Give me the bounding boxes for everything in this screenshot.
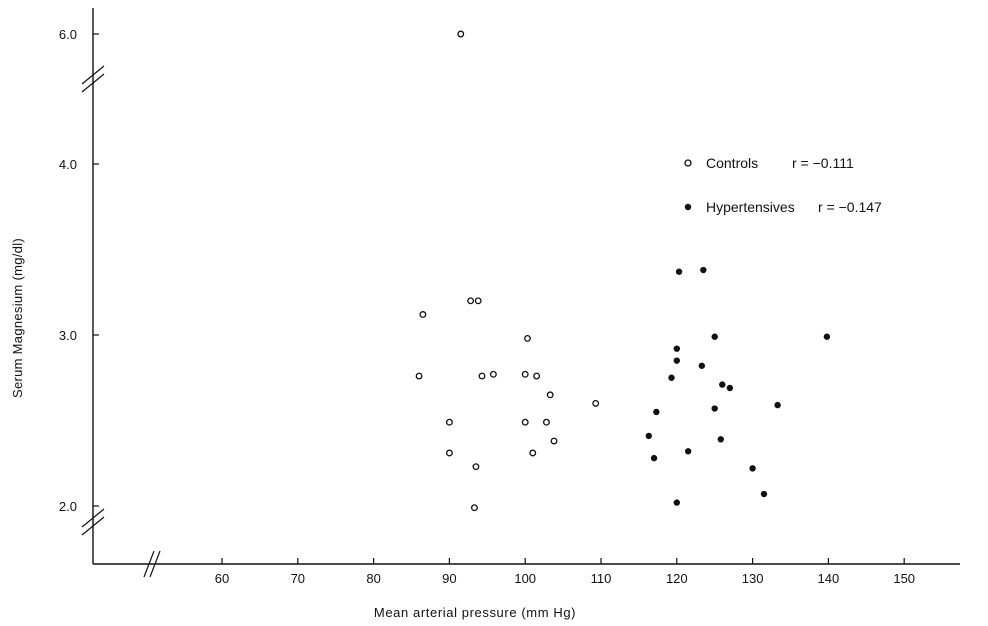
x-tick-label: 110 <box>591 571 612 586</box>
x-tick-label: 70 <box>291 571 305 586</box>
y-tick-label: 4.0 <box>59 157 77 172</box>
control-point <box>533 372 541 380</box>
control-point <box>521 418 529 426</box>
hypertensive-point <box>698 362 706 369</box>
x-axis-title: Mean arterial pressure (mm Hg) <box>374 605 576 620</box>
control-point <box>592 399 600 407</box>
control-point <box>445 418 453 426</box>
control-point <box>529 449 537 457</box>
legend-label-controls: Controls <box>706 155 758 171</box>
hypertensive-point <box>645 432 652 440</box>
legend-marker-controls <box>684 159 692 167</box>
control-point <box>542 418 550 426</box>
x-tick-label: 150 <box>893 571 915 586</box>
hypertensive-point <box>673 499 680 506</box>
hypertensive-point <box>673 345 680 352</box>
x-tick-labels: 60 70 80 90 100 110 120 130 140 150 <box>215 571 915 586</box>
control-point <box>467 297 475 305</box>
y-tick-labels: 2.0 3.0 4.0 6.0 <box>59 27 77 514</box>
control-point <box>470 504 478 512</box>
hypertensive-point <box>700 266 707 274</box>
control-point <box>550 437 558 445</box>
hypertensive-point <box>717 436 724 443</box>
x-tick-label: 80 <box>366 571 380 586</box>
control-point <box>472 463 480 471</box>
y-ticks <box>93 33 99 507</box>
x-tick-label: 130 <box>742 571 764 586</box>
hypertensive-point <box>774 401 781 409</box>
x-tick-label: 120 <box>666 571 688 586</box>
hypertensive-point <box>650 454 658 462</box>
hypertensive-point <box>719 381 726 388</box>
series-controls <box>415 30 600 512</box>
hypertensive-point <box>823 333 831 340</box>
legend-annotation-controls: r = −0.111 <box>792 155 854 171</box>
y-tick-label: 6.0 <box>59 27 77 42</box>
hypertensive-point <box>726 384 734 392</box>
x-ticks <box>221 558 905 564</box>
hypertensive-point <box>684 448 692 455</box>
control-point <box>415 372 423 380</box>
control-point <box>457 30 465 38</box>
hypertensive-point <box>673 357 680 364</box>
legend: Controls r = −0.111 Hypertensives r = −0… <box>684 155 882 215</box>
hypertensive-point <box>668 374 675 381</box>
hypertensive-point <box>653 408 660 416</box>
control-point <box>489 370 497 378</box>
control-point <box>419 311 427 318</box>
hypertensive-point <box>760 490 768 498</box>
control-point <box>474 297 482 305</box>
y-axis-break-lower <box>81 508 105 536</box>
legend-annotation-hypertensives: r = −0.147 <box>818 199 882 215</box>
legend-marker-hypertensives <box>684 203 692 211</box>
series-hypertensives <box>645 266 831 506</box>
x-tick-label: 60 <box>215 571 229 586</box>
x-axis-break <box>143 550 161 578</box>
control-point <box>478 372 486 380</box>
y-axis-title: Serum Magnesium (mg/dl) <box>10 238 25 398</box>
x-tick-label: 90 <box>442 571 456 586</box>
y-tick-label: 3.0 <box>59 328 77 343</box>
x-tick-label: 100 <box>514 571 536 586</box>
legend-label-hypertensives: Hypertensives <box>706 199 795 215</box>
control-point <box>546 391 554 399</box>
hypertensive-point <box>711 333 718 340</box>
y-axis-break-upper <box>81 65 105 93</box>
hypertensive-point <box>675 268 683 275</box>
control-point <box>524 334 531 342</box>
x-tick-label: 140 <box>818 571 840 586</box>
hypertensive-point <box>749 465 756 472</box>
hypertensive-point <box>711 405 718 412</box>
control-point <box>521 370 529 378</box>
y-tick-label: 2.0 <box>59 499 77 514</box>
control-point <box>445 449 453 457</box>
